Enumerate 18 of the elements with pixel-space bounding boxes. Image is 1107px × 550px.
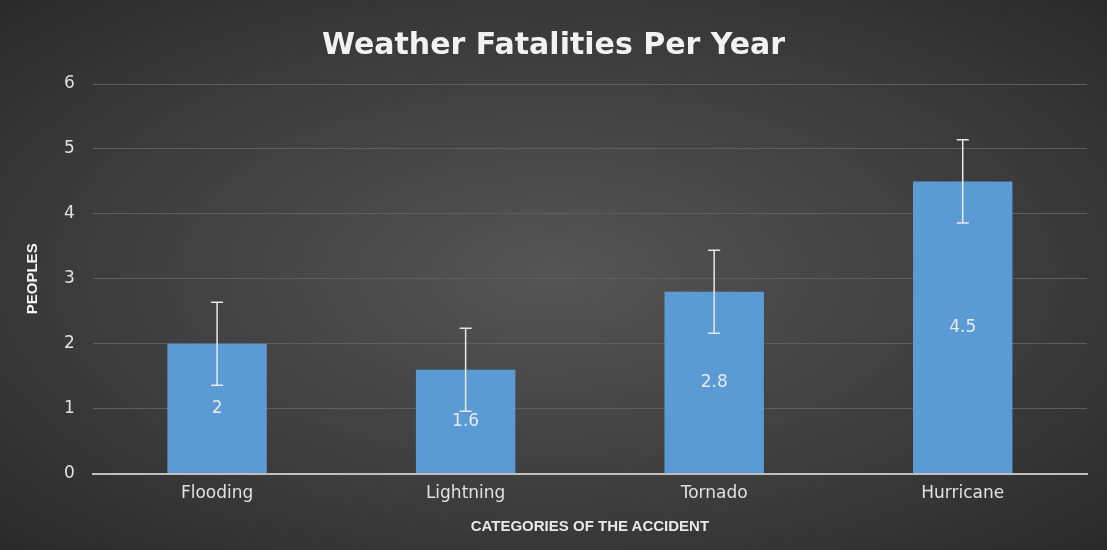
data-label: 2 — [211, 397, 223, 418]
x-tick-label: Tornado — [679, 482, 748, 503]
x-tick-label: Flooding — [180, 482, 254, 503]
x-axis-title: CATEGORIES OF THE ACCIDENT — [470, 517, 710, 535]
y-tick-label: 4 — [63, 202, 75, 223]
data-label: 1.6 — [452, 410, 480, 431]
data-label: 4.5 — [949, 315, 977, 336]
chart-title: Weather Fatalities Per Year — [321, 25, 786, 61]
y-tick-label: 5 — [63, 137, 75, 158]
data-label: 2.8 — [700, 371, 728, 392]
y-tick-label: 0 — [63, 462, 75, 483]
y-axis-title: PEOPLES — [23, 243, 41, 315]
y-tick-label: 3 — [63, 267, 75, 288]
y-tick-label: 6 — [63, 72, 75, 93]
x-tick-label: Hurricane — [921, 482, 1005, 503]
x-tick-label: Lightning — [425, 482, 506, 503]
y-tick-label: 1 — [63, 397, 75, 418]
y-tick-label: 2 — [63, 332, 75, 353]
